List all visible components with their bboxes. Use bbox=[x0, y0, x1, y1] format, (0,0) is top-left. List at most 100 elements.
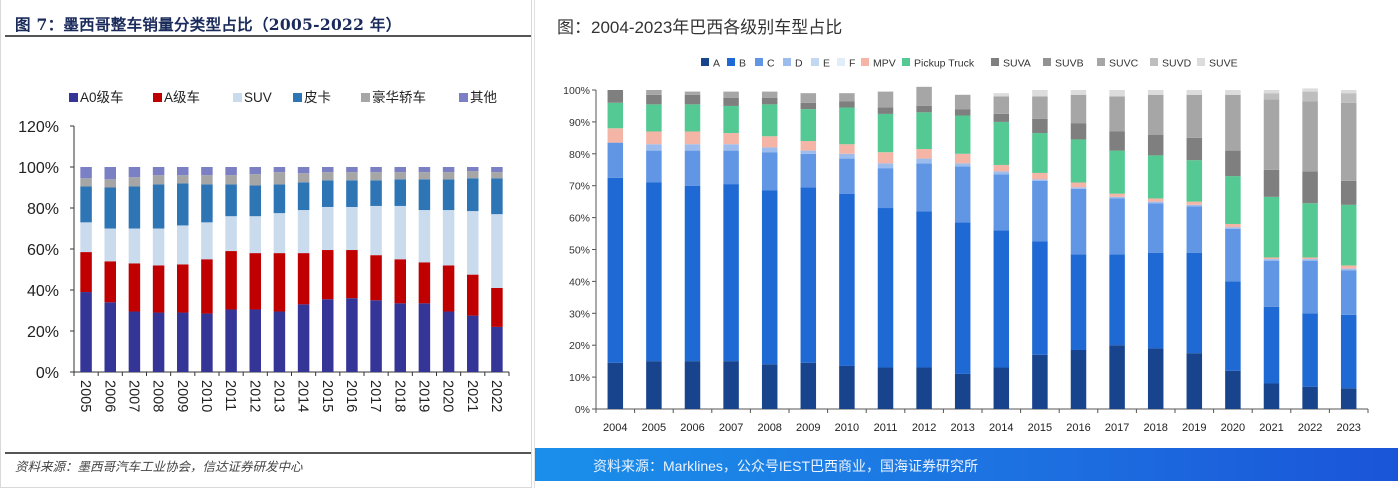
bar-segment bbox=[723, 105, 739, 134]
x-tick-label: 2014 bbox=[989, 422, 1013, 434]
y-tick-label: 80% bbox=[27, 201, 59, 218]
x-tick-label: 2020 bbox=[440, 380, 456, 412]
bar-segment bbox=[1070, 90, 1087, 95]
bar-segment bbox=[249, 253, 261, 310]
bar-segment bbox=[646, 94, 662, 105]
left-chart-source: 资料来源：墨西哥汽车工业协会，信达证券研发中心 bbox=[15, 459, 303, 474]
bar-segment bbox=[394, 205, 406, 260]
bar-segment bbox=[1032, 172, 1048, 180]
bar-segment bbox=[1186, 201, 1203, 205]
bar-segment bbox=[273, 167, 286, 173]
bar-segment bbox=[322, 180, 334, 207]
bar-segment bbox=[1340, 90, 1357, 94]
bar-segment bbox=[607, 90, 624, 103]
legend-swatch bbox=[727, 58, 735, 66]
bar-segment bbox=[322, 299, 334, 372]
bar-segment bbox=[993, 164, 1010, 172]
bar-segment bbox=[684, 150, 701, 186]
x-tick-label: 2012 bbox=[912, 422, 936, 434]
bar-segment bbox=[723, 361, 739, 409]
bar-segment bbox=[249, 185, 261, 217]
bar-segment bbox=[1070, 123, 1087, 140]
legend-label: SUVA bbox=[1003, 58, 1031, 70]
bar-segment bbox=[800, 362, 817, 409]
bar-segment bbox=[1340, 180, 1357, 205]
bar-segment bbox=[993, 121, 1010, 165]
left-chart-panel: 图 7：墨西哥整车销量分类型占比（2005-2022 年） A0级车 A级车 SUV… bbox=[0, 0, 532, 488]
bar-segment bbox=[1109, 131, 1125, 151]
bar-segment bbox=[646, 150, 662, 183]
x-tick-label: 2019 bbox=[415, 380, 431, 412]
legend-swatch bbox=[153, 93, 162, 102]
bar-segment bbox=[201, 259, 213, 314]
x-tick-label: 2021 bbox=[1259, 422, 1283, 434]
bar-segment bbox=[684, 131, 701, 145]
bar-segment bbox=[1032, 90, 1048, 97]
bar-segment bbox=[1070, 94, 1087, 124]
legend-swatch bbox=[701, 58, 709, 66]
bar-segment bbox=[1263, 169, 1280, 197]
legend-label: SUVB bbox=[1055, 58, 1084, 70]
bar-segment bbox=[297, 173, 310, 183]
bar-segment bbox=[418, 303, 431, 372]
bar-segment bbox=[1070, 349, 1087, 409]
bar-segment bbox=[916, 86, 932, 106]
bar-segment bbox=[225, 251, 237, 310]
bar-segment bbox=[993, 367, 1010, 409]
legend-label: 豪华轿车 bbox=[372, 89, 426, 105]
legend-swatch bbox=[1043, 58, 1051, 66]
bar-segment bbox=[1225, 227, 1241, 229]
x-tick-label: 2022 bbox=[1298, 422, 1322, 434]
bar-segment bbox=[297, 210, 310, 254]
bar-segment bbox=[1263, 257, 1280, 260]
bar-segment bbox=[877, 367, 894, 409]
legend-label: SUVE bbox=[1209, 58, 1238, 70]
bar-segment bbox=[993, 93, 1010, 97]
legend-label: A级车 bbox=[164, 89, 200, 105]
bar-segment bbox=[1186, 90, 1203, 95]
bar-segment bbox=[1109, 96, 1125, 132]
legend-label: 皮卡 bbox=[304, 90, 331, 105]
legend-label: 其他 bbox=[470, 90, 497, 105]
bar-segment bbox=[916, 149, 932, 159]
bar-segment bbox=[273, 172, 286, 185]
bar-segment bbox=[1340, 268, 1357, 271]
legend-label: C bbox=[767, 58, 775, 70]
bar-segment bbox=[684, 361, 701, 409]
x-tick-label: 2013 bbox=[270, 380, 286, 412]
bar-segment bbox=[1302, 91, 1318, 102]
legend-label: D bbox=[795, 58, 803, 70]
bar-segment bbox=[152, 312, 165, 372]
bar-segment bbox=[1225, 370, 1241, 409]
bar-segment bbox=[723, 184, 739, 362]
x-tick-label: 2019 bbox=[1182, 422, 1206, 434]
bar-segment bbox=[1147, 252, 1164, 349]
bar-segment bbox=[225, 216, 237, 252]
legend-label: SUV bbox=[244, 90, 272, 105]
bar-segment bbox=[607, 128, 624, 143]
bar-segment bbox=[177, 183, 189, 226]
bar-segment bbox=[954, 94, 971, 110]
bar-segment bbox=[273, 253, 286, 312]
bar-segment bbox=[394, 172, 406, 180]
bar-segment bbox=[877, 168, 894, 209]
bar-segment bbox=[1186, 94, 1203, 138]
bar-segment bbox=[128, 228, 141, 264]
legend-label: Pickup Truck bbox=[914, 58, 975, 70]
x-tick-label: 2021 bbox=[464, 380, 480, 412]
bar-segment bbox=[128, 167, 141, 178]
bar-segment bbox=[128, 311, 141, 372]
bar-segment bbox=[646, 104, 662, 132]
bar-segment bbox=[297, 304, 310, 372]
bar-segment bbox=[1225, 150, 1241, 177]
bar-segment bbox=[297, 167, 310, 174]
x-tick-label: 2010 bbox=[198, 380, 214, 412]
bar-segment bbox=[370, 255, 382, 301]
bar-segment bbox=[761, 91, 778, 98]
x-tick-label: 2005 bbox=[77, 380, 93, 412]
bar-segment bbox=[954, 109, 971, 116]
bar-segment bbox=[346, 180, 358, 207]
x-tick-label: 2006 bbox=[680, 422, 704, 434]
bar-segment bbox=[954, 115, 971, 154]
bar-segment bbox=[201, 175, 213, 185]
